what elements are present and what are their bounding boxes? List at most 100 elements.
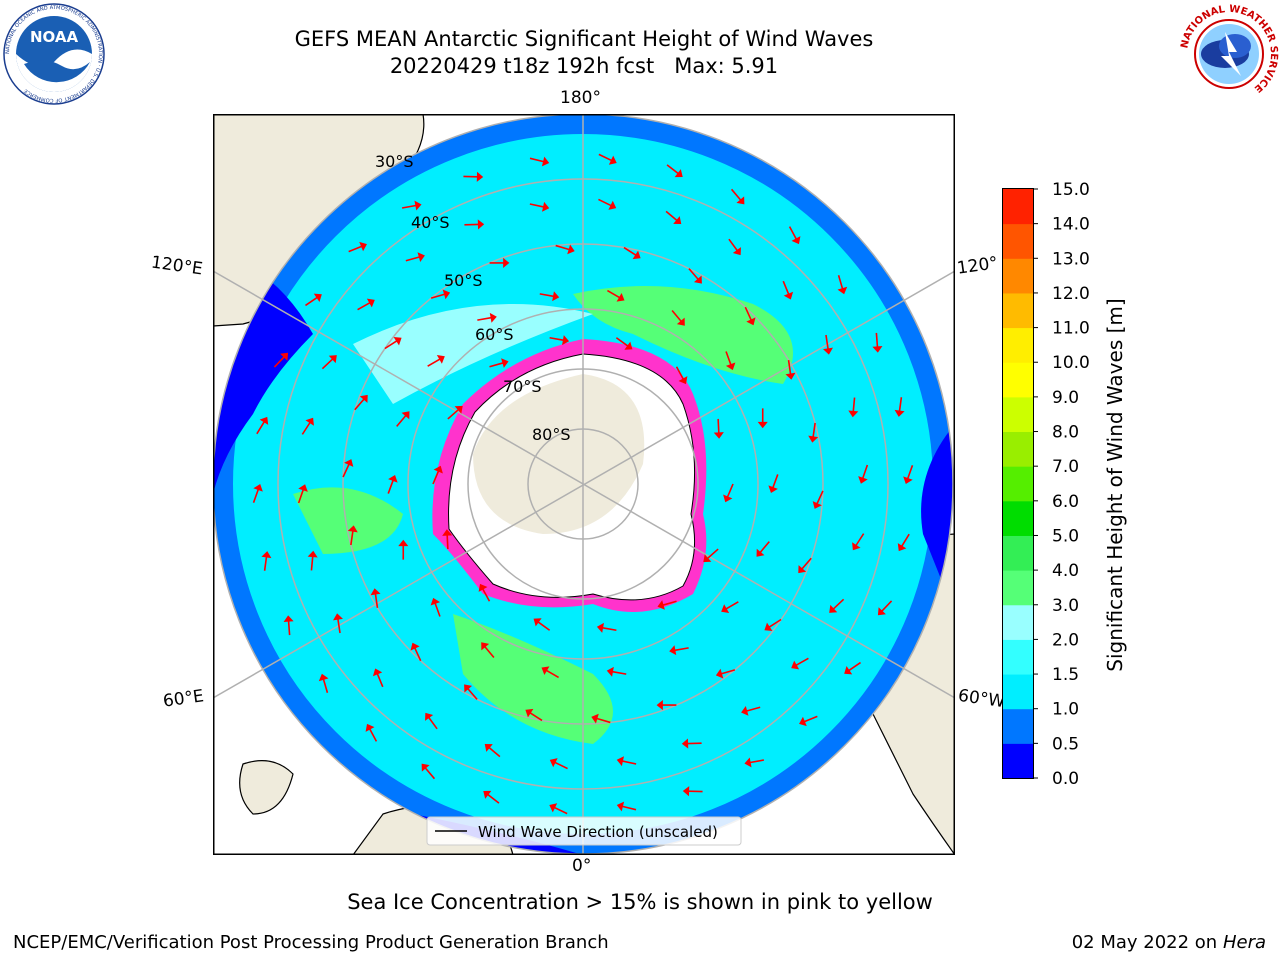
wind-wave-arrow (414, 647, 422, 662)
wind-wave-arrow-head (858, 476, 868, 484)
colorbar-block (1003, 396, 1033, 433)
wave-light-cyan-band (353, 304, 593, 404)
colorbar-block (1003, 292, 1033, 329)
wind-wave-arrow (801, 557, 812, 570)
lat-label-30s: 30°S (375, 152, 414, 171)
lon-label-0: 0° (572, 856, 592, 876)
wind-wave-arrow-head (715, 668, 724, 679)
wind-wave-arrow (555, 244, 570, 251)
wind-wave-arrow-head (608, 200, 617, 210)
wind-wave-arrow (529, 203, 544, 208)
wind-wave-arrow (384, 340, 398, 350)
wind-wave-arrow (539, 293, 554, 298)
wind-wave-arrow (252, 489, 259, 503)
chart-title: GEFS MEAN Antarctic Significant Height o… (294, 27, 874, 51)
wind-wave-arrow (428, 717, 438, 730)
wind-wave-arrow-head (388, 474, 398, 483)
wind-wave-arrow-head (305, 417, 314, 426)
wind-wave-arrow-head (253, 484, 263, 492)
wind-wave-arrow (788, 226, 797, 240)
wind-wave-arrow (674, 647, 689, 652)
wind-wave-arrow-head (484, 743, 493, 752)
wind-wave-arrow-head (481, 642, 490, 651)
wind-wave-arrow-head (280, 352, 289, 361)
colorbar-label: Significant Height of Wind Waves [m] (1103, 298, 1127, 672)
noaa-logo: NOAA NATIONAL OCEANIC AND ATMOSPHERIC AD… (3, 3, 105, 105)
wind-wave-arrow-head (877, 607, 886, 616)
wind-wave-arrow (862, 464, 869, 479)
lon-label-120w: 120° (955, 253, 1000, 279)
wind-wave-arrow-head (442, 289, 451, 300)
wind-wave-arrow-head (591, 713, 599, 724)
wind-wave-arrow (396, 415, 407, 427)
wind-wave-arrow-head (837, 286, 848, 295)
colorbar-tick-label: 1.5 (1052, 665, 1079, 685)
wind-wave-arrow (749, 759, 765, 764)
wind-wave-arrow (546, 669, 559, 679)
wind-wave-arrow (256, 421, 265, 435)
wind-wave-arrow-head (681, 738, 689, 749)
wind-wave-arrow-head (903, 476, 913, 484)
wind-wave-arrow-head (669, 645, 677, 656)
colorbar-tick-label: 14.0 (1052, 215, 1090, 235)
wind-wave-arrow-head (417, 252, 425, 262)
wind-wave-arrows (252, 153, 914, 815)
wind-wave-arrow (728, 238, 738, 251)
wind-wave-arrow-head (736, 196, 745, 205)
wind-wave-arrow-head (764, 622, 773, 632)
wind-wave-arrow-head (606, 666, 614, 677)
colorbar-tick-label: 10.0 (1052, 353, 1090, 373)
wind-wave-arrow-head (430, 597, 441, 606)
wind-wave-arrow-head (798, 565, 807, 574)
wind-wave-arrow (665, 210, 678, 221)
colorbar-tick-label: 5.0 (1052, 526, 1079, 546)
wind-wave-arrow (337, 618, 341, 634)
footer-branch: NCEP/EMC/Verification Post Processing Pr… (13, 932, 609, 953)
colorbar-tick-label: 1.0 (1052, 700, 1079, 720)
colorbar-tick-label: 0.0 (1052, 769, 1079, 789)
wind-wave-arrow (287, 621, 291, 636)
wind-wave-arrow (554, 761, 568, 770)
lat-label-50s: 50°S (444, 271, 483, 290)
wave-green-indian (293, 487, 403, 554)
wind-wave-arrow-head (478, 583, 488, 592)
colorbar-tick-label: 6.0 (1052, 492, 1079, 512)
wind-wave-arrow (263, 556, 268, 571)
wind-wave-arrow (901, 533, 910, 547)
wind-wave-arrow (725, 351, 732, 365)
wind-wave-arrow-head (673, 216, 682, 225)
wind-wave-arrow-head (674, 169, 683, 178)
colorbar-block (1003, 535, 1033, 571)
wind-wave-arrow-head (259, 416, 269, 425)
wind-wave-arrow-head (283, 615, 294, 622)
wind-wave-arrow-head (744, 757, 752, 768)
lon-label-60w: 60°W (956, 685, 1007, 713)
land-madagascar (239, 760, 294, 815)
colorbar-block (1003, 466, 1033, 502)
colorbar-block (1003, 327, 1033, 363)
wind-wave-arrow-head (489, 312, 497, 323)
colorbar-block (1003, 743, 1033, 779)
wind-wave-arrow-head (657, 600, 665, 610)
wind-wave-arrow-head (477, 219, 485, 230)
colorbar-tick-label: 4.0 (1052, 561, 1079, 581)
wind-wave-arrow-head (261, 551, 272, 559)
wind-wave-arrow (812, 422, 816, 438)
lat-label-80s: 80°S (532, 425, 571, 444)
wind-wave-arrow (671, 310, 682, 322)
wind-wave-arrow (489, 362, 504, 368)
wind-wave-arrow (726, 483, 734, 498)
wind-wave-arrow (354, 398, 365, 411)
wind-wave-arrow-head (713, 432, 724, 439)
lat-label-40s: 40°S (411, 213, 450, 232)
wind-wave-arrow (816, 490, 824, 504)
wind-wave-arrow-head (616, 292, 625, 302)
wind-wave-arrow-head (370, 588, 381, 596)
wind-wave-arrow (430, 293, 445, 299)
wind-wave-arrow (666, 164, 679, 175)
wind-wave-arrow-head (328, 355, 337, 364)
wind-wave-arrow (717, 418, 720, 433)
wind-wave-arrow-head (366, 298, 375, 308)
wind-wave-arrow-head (757, 421, 768, 429)
wind-wave-arrow-head (732, 247, 741, 256)
